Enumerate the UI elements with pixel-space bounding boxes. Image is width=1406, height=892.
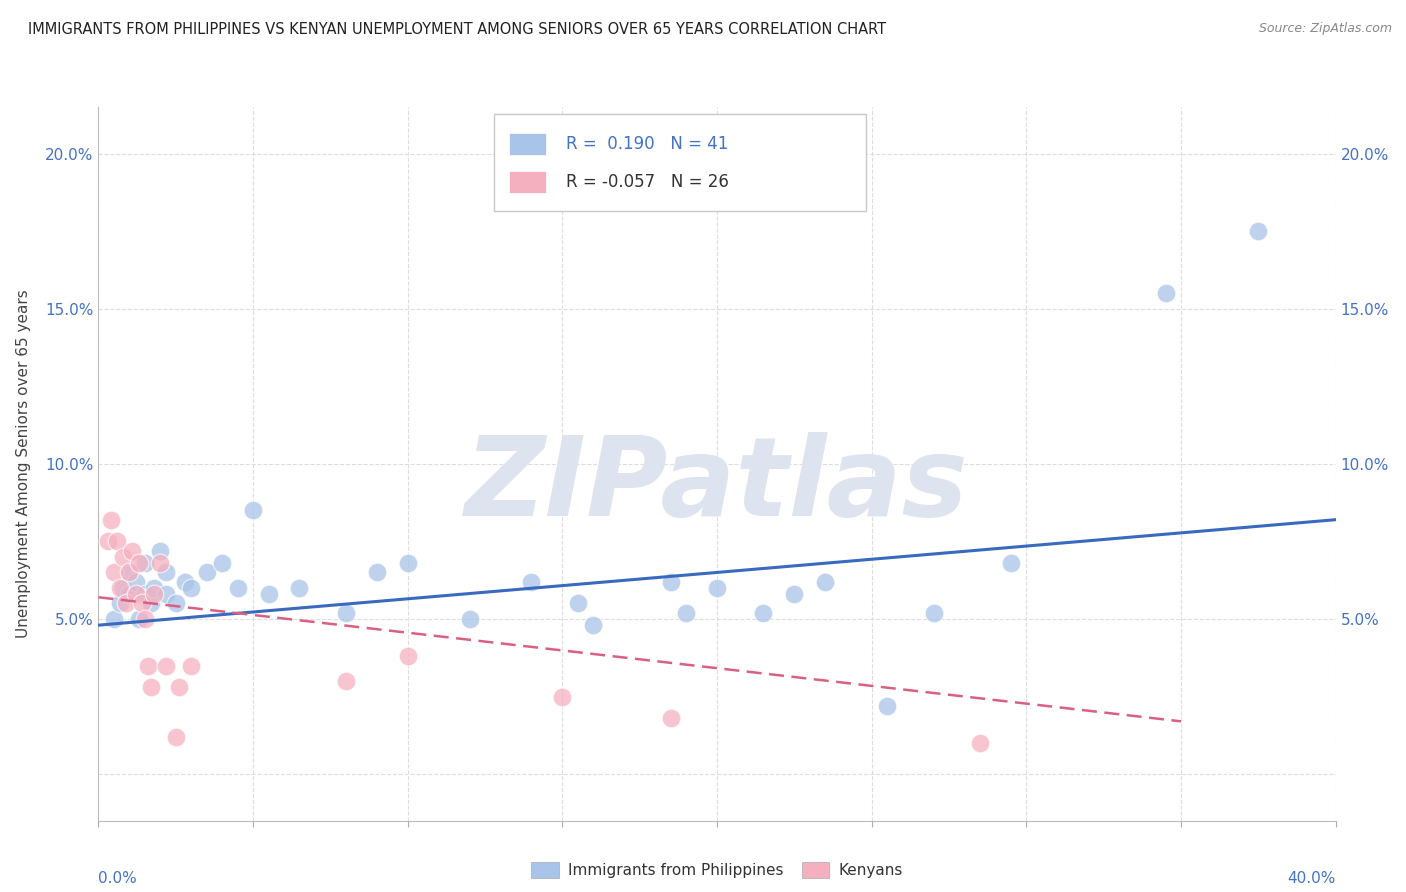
Point bbox=[139, 680, 162, 694]
Point bbox=[121, 543, 143, 558]
Point bbox=[155, 566, 177, 580]
Text: 40.0%: 40.0% bbox=[1288, 871, 1336, 886]
Text: 0.0%: 0.0% bbox=[98, 871, 138, 886]
Point bbox=[458, 612, 481, 626]
Point bbox=[211, 556, 233, 570]
Point bbox=[396, 556, 419, 570]
Point bbox=[752, 606, 775, 620]
Point bbox=[118, 566, 141, 580]
Point bbox=[969, 736, 991, 750]
Point bbox=[226, 581, 249, 595]
Point bbox=[396, 649, 419, 664]
Point bbox=[174, 574, 197, 589]
Point bbox=[335, 673, 357, 688]
Text: R =  0.190   N = 41: R = 0.190 N = 41 bbox=[567, 136, 728, 153]
Point bbox=[1154, 286, 1177, 301]
Point bbox=[134, 587, 156, 601]
Point bbox=[155, 658, 177, 673]
Point bbox=[814, 574, 837, 589]
Point bbox=[100, 513, 122, 527]
Point bbox=[1000, 556, 1022, 570]
Point bbox=[134, 556, 156, 570]
Point bbox=[103, 612, 125, 626]
Point bbox=[520, 574, 543, 589]
Point bbox=[118, 566, 141, 580]
Text: IMMIGRANTS FROM PHILIPPINES VS KENYAN UNEMPLOYMENT AMONG SENIORS OVER 65 YEARS C: IMMIGRANTS FROM PHILIPPINES VS KENYAN UN… bbox=[28, 22, 886, 37]
Y-axis label: Unemployment Among Seniors over 65 years: Unemployment Among Seniors over 65 years bbox=[17, 290, 31, 638]
Point bbox=[659, 711, 682, 725]
Point bbox=[128, 612, 150, 626]
Point bbox=[242, 503, 264, 517]
FancyBboxPatch shape bbox=[509, 134, 547, 155]
Point bbox=[105, 534, 128, 549]
Point bbox=[149, 556, 172, 570]
Point bbox=[180, 581, 202, 595]
Point bbox=[108, 597, 131, 611]
Point bbox=[366, 566, 388, 580]
Text: R = -0.057   N = 26: R = -0.057 N = 26 bbox=[567, 173, 728, 191]
Point bbox=[108, 581, 131, 595]
Point bbox=[128, 556, 150, 570]
Point bbox=[139, 597, 162, 611]
Point bbox=[335, 606, 357, 620]
Point bbox=[922, 606, 945, 620]
Point bbox=[783, 587, 806, 601]
Point bbox=[131, 597, 153, 611]
Point bbox=[124, 574, 146, 589]
Point bbox=[675, 606, 697, 620]
Point bbox=[706, 581, 728, 595]
Point bbox=[112, 581, 135, 595]
Point bbox=[134, 612, 156, 626]
Text: Source: ZipAtlas.com: Source: ZipAtlas.com bbox=[1258, 22, 1392, 36]
FancyBboxPatch shape bbox=[495, 114, 866, 211]
Point bbox=[112, 549, 135, 564]
Point bbox=[288, 581, 311, 595]
Legend: Immigrants from Philippines, Kenyans: Immigrants from Philippines, Kenyans bbox=[526, 856, 908, 884]
Point bbox=[136, 658, 159, 673]
Point bbox=[124, 587, 146, 601]
Point bbox=[257, 587, 280, 601]
Point bbox=[97, 534, 120, 549]
Point bbox=[115, 597, 138, 611]
Point bbox=[195, 566, 218, 580]
Point bbox=[567, 597, 589, 611]
Point bbox=[876, 698, 898, 713]
Text: ZIPatlas: ZIPatlas bbox=[465, 432, 969, 539]
Point bbox=[551, 690, 574, 704]
Point bbox=[1247, 224, 1270, 238]
Point bbox=[103, 566, 125, 580]
Point bbox=[165, 730, 187, 744]
Point bbox=[118, 587, 141, 601]
Point bbox=[165, 597, 187, 611]
Point bbox=[143, 587, 166, 601]
Point bbox=[143, 581, 166, 595]
Point bbox=[180, 658, 202, 673]
Point bbox=[167, 680, 190, 694]
Point bbox=[155, 587, 177, 601]
Point bbox=[149, 543, 172, 558]
FancyBboxPatch shape bbox=[509, 171, 547, 193]
Point bbox=[582, 618, 605, 632]
Point bbox=[659, 574, 682, 589]
